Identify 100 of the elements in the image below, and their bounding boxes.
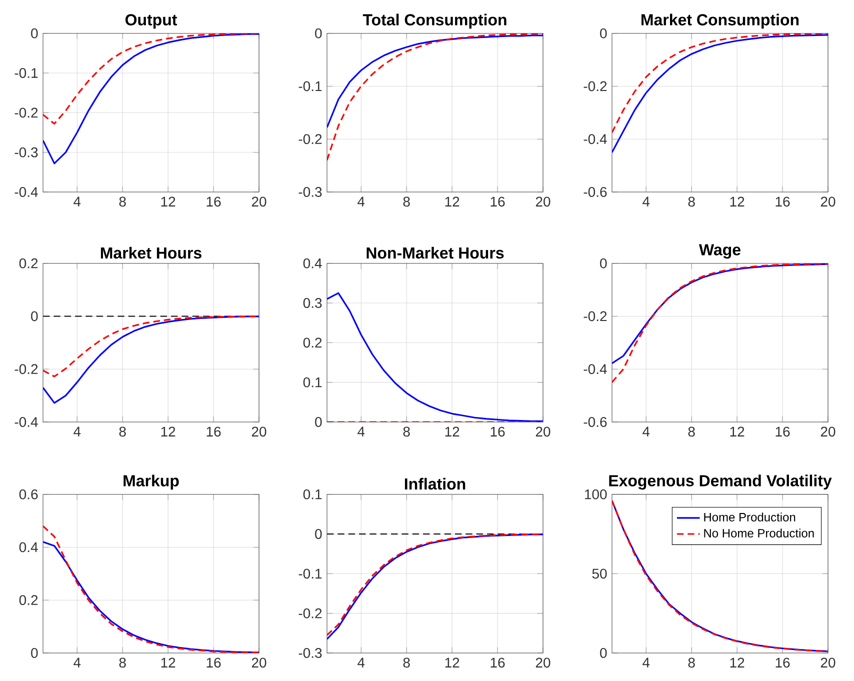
x-tick-label: 8: [688, 196, 695, 207]
y-tick-label: -0.3: [298, 648, 322, 658]
line-series: [612, 263, 828, 384]
x-tick-label: 12: [161, 196, 176, 206]
x-tick-label: 8: [403, 426, 410, 437]
x-tick-label: 16: [490, 658, 505, 668]
x-tick-label: 20: [820, 426, 836, 437]
x-tick-label: 4: [642, 658, 650, 668]
y-tick-label: 0.2: [303, 338, 322, 348]
x-tick-label: 12: [445, 426, 460, 436]
y-tick-label: -0.6: [584, 187, 607, 197]
y-tick-label: -0.2: [584, 311, 607, 322]
x-tick-label: 20: [820, 196, 836, 207]
x-tick-label: 12: [730, 658, 744, 668]
y-tick-label: 0.3: [303, 298, 322, 308]
x-tick-label: 4: [358, 658, 365, 668]
x-tick-label: 8: [403, 196, 410, 207]
y-tick-label: 0: [315, 417, 322, 427]
y-tick-label: 100: [585, 489, 607, 500]
y-tick-label: -0.2: [584, 81, 607, 92]
x-tick-label: 12: [730, 426, 744, 436]
y-tick-label: -0.4: [584, 134, 607, 144]
x-tick-label: 12: [161, 426, 176, 436]
chart-title: Market Hours: [100, 246, 202, 259]
y-tick-label: 0.4: [19, 542, 38, 552]
x-tick-label: 16: [490, 426, 505, 437]
y-tick-label: 0: [315, 529, 322, 539]
y-tick-label: -0.2: [14, 364, 38, 374]
line-series: [612, 34, 828, 154]
y-tick-label: -0.4: [14, 417, 38, 427]
x-tick-label: 16: [776, 658, 790, 668]
y-tick-label: 0: [600, 648, 607, 658]
x-tick-label: 8: [119, 426, 126, 437]
x-tick-label: 8: [688, 658, 695, 668]
x-tick-label: 12: [161, 658, 176, 668]
chart-title: Markup: [124, 474, 179, 490]
y-tick-label: 0.2: [19, 595, 38, 606]
line-series: [612, 263, 828, 364]
chart-title: Exogenous Demand Volatility: [609, 474, 832, 490]
y-tick-label: 0.1: [303, 377, 322, 388]
y-tick-label: 0: [600, 258, 607, 268]
y-tick-label: -0.3: [298, 187, 322, 197]
x-tick-label: 20: [252, 196, 266, 207]
y-tick-label: -0.1: [14, 68, 38, 78]
x-tick-label: 8: [119, 658, 126, 668]
x-tick-label: 16: [776, 196, 790, 207]
x-tick-label: 4: [74, 196, 81, 206]
x-tick-label: 4: [74, 426, 81, 436]
y-tick-label: 50: [592, 568, 607, 579]
chart-title: Total Consumption: [362, 14, 506, 29]
y-tick-label: 0.2: [19, 258, 38, 268]
chart-title: Inflation: [404, 478, 466, 490]
x-tick-label: 4: [74, 658, 81, 668]
x-tick-label: 8: [119, 196, 126, 207]
x-tick-label: 20: [252, 426, 266, 437]
y-tick-label: -0.3: [14, 147, 38, 158]
x-tick-label: 16: [490, 196, 505, 207]
y-tick-label: -0.6: [584, 417, 607, 427]
chart-title: Market Consumption: [642, 14, 799, 29]
x-tick-label: 4: [642, 426, 650, 436]
y-tick-label: -0.2: [14, 108, 38, 118]
x-tick-label: 8: [688, 426, 695, 437]
y-tick-label: 0: [31, 311, 38, 322]
y-tick-label: -0.2: [298, 608, 322, 618]
y-tick-label: 0: [600, 28, 607, 38]
y-tick-label: -0.2: [298, 134, 322, 144]
y-tick-label: 0.4: [303, 258, 322, 268]
y-tick-label: 0: [315, 28, 322, 38]
x-tick-label: 20: [252, 658, 266, 668]
x-tick-label: 8: [403, 658, 410, 668]
y-tick-label: -0.1: [298, 568, 322, 579]
x-tick-label: 12: [445, 196, 460, 206]
line-series: [43, 316, 260, 404]
line-series: [612, 500, 828, 652]
chart-title: Non-Market Hours: [366, 246, 504, 259]
x-tick-label: 4: [358, 426, 365, 436]
y-tick-label: 0.6: [19, 489, 38, 500]
line-series: [43, 33, 260, 164]
x-tick-label: 20: [820, 658, 836, 668]
x-tick-label: 16: [206, 658, 221, 668]
x-tick-label: 20: [536, 426, 550, 437]
y-tick-label: -0.4: [14, 187, 38, 197]
y-tick-label: -0.1: [298, 81, 322, 92]
x-tick-label: 4: [642, 196, 650, 206]
line-series: [327, 33, 544, 162]
legend-label: Home Production: [704, 512, 796, 522]
y-tick-label: 0.1: [303, 489, 322, 500]
chart-title: Wage: [698, 244, 740, 259]
line-series: [612, 33, 828, 134]
x-tick-label: 20: [536, 196, 550, 207]
x-tick-label: 12: [445, 658, 460, 668]
legend-label: No Home Production: [704, 528, 814, 538]
y-tick-label: 0: [31, 28, 38, 38]
x-tick-label: 4: [358, 196, 365, 206]
y-tick-label: -0.4: [584, 364, 607, 374]
line-series: [327, 292, 544, 422]
x-tick-label: 16: [206, 426, 221, 437]
chart-title: Output: [125, 14, 178, 29]
x-tick-label: 16: [206, 196, 221, 207]
x-tick-label: 16: [776, 426, 790, 437]
